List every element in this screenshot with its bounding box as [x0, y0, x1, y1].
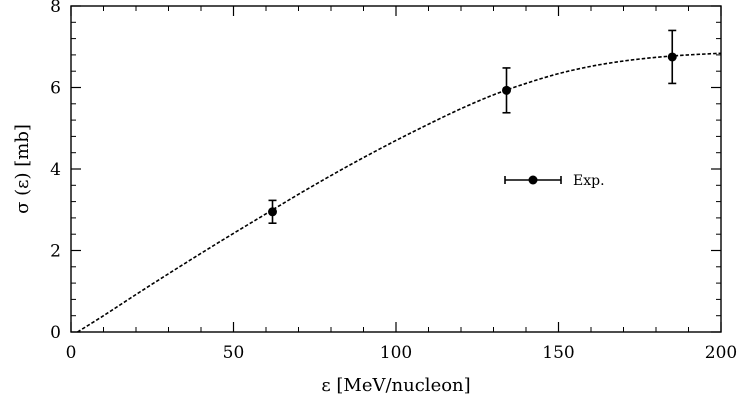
y-axis-label: σ (ε) [mb]: [12, 124, 33, 214]
y-tick-label: 0: [50, 323, 61, 343]
data-point: [268, 207, 277, 217]
y-tick-label: 6: [50, 79, 61, 99]
x-tick-label: 0: [66, 343, 77, 363]
x-tick-label: 150: [542, 343, 574, 363]
legend-label: Exp.: [573, 173, 605, 189]
y-tick-label: 4: [50, 160, 61, 180]
x-tick-label: 200: [705, 343, 737, 363]
x-axis-label: ε [MeV/nucleon]: [321, 375, 470, 396]
x-tick-label: 50: [223, 343, 245, 363]
theory-curve: [77, 52, 722, 333]
legend-marker: [528, 175, 538, 185]
y-tick-label: 2: [50, 242, 61, 262]
x-tick-label: 100: [380, 343, 412, 363]
data-point: [502, 85, 511, 95]
y-tick-label: 8: [50, 0, 61, 17]
data-point: [667, 52, 677, 62]
plot-frame: [70, 5, 722, 333]
